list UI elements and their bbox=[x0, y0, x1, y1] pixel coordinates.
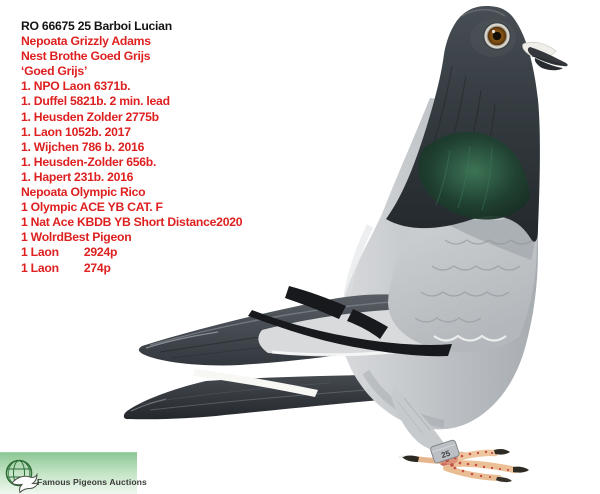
pedigree-line: 1. Duffel 5821b. 2 min. lead bbox=[21, 94, 170, 109]
pedigree-line: 1. Hapert 231b. 2016 bbox=[21, 169, 134, 184]
pigeon-feet: 25 bbox=[391, 386, 529, 483]
pedigree-line: Nepoata Grizzly Adams bbox=[21, 34, 151, 49]
pedigree-line: 1. Heusden Zolder 2775b bbox=[21, 109, 159, 124]
wing-bar-upper bbox=[285, 286, 346, 319]
pedigree-line: 1 Laon 274p bbox=[21, 260, 111, 275]
leg-ring: 25 bbox=[430, 439, 460, 464]
pedigree-line: 1. Heusden-Zolder 656b. bbox=[21, 154, 157, 169]
pedigree-line: 1 WolrdBest Pigeon bbox=[21, 230, 132, 245]
pedigree-line: 1. Wijchen 786 b. 2016 bbox=[21, 139, 145, 154]
pedigree-title: RO 66675 25 Barboi Lucian bbox=[21, 19, 172, 33]
auction-logo: Famous Pigeons Auctions bbox=[0, 452, 147, 494]
pedigree-line: ‘Goed Grijs’ bbox=[21, 64, 88, 79]
pedigree-line: 1. Laon 1052b. 2017 bbox=[21, 124, 131, 139]
pigeon-tail bbox=[123, 374, 416, 420]
pigeon-beak bbox=[527, 47, 568, 67]
wing-bar-lower bbox=[248, 310, 452, 357]
tail-white-edge bbox=[193, 369, 318, 397]
pedigree-line: 1 Nat Ace KBDB YB Short Distance2020 bbox=[21, 215, 243, 230]
dove-shape bbox=[11, 472, 38, 494]
pedigree-text-block: RO 66675 25 Barboi Lucian Nepoata Grizzl… bbox=[21, 19, 243, 276]
pigeon-eye bbox=[483, 22, 511, 50]
pedigree-line: Nepoata Olympic Rico bbox=[21, 185, 146, 200]
pedigree-line: 1. NPO Laon 6371b. bbox=[21, 79, 131, 94]
pigeon-head bbox=[386, 6, 568, 242]
globe-dove-icon bbox=[5, 459, 38, 494]
auction-logo-label: Famous Pigeons Auctions bbox=[37, 477, 147, 487]
leg-ring-text: 25 bbox=[440, 449, 452, 460]
neck-iridescence bbox=[418, 131, 530, 220]
pedigree-line: 1 Laon 2924p bbox=[21, 245, 118, 260]
pedigree-line: Nest Brothe Goed Grijs bbox=[21, 49, 151, 64]
pedigree-line: 1 Olympic ACE YB CAT. F bbox=[21, 200, 163, 215]
